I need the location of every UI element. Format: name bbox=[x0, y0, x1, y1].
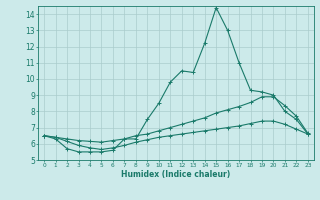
X-axis label: Humidex (Indice chaleur): Humidex (Indice chaleur) bbox=[121, 170, 231, 179]
